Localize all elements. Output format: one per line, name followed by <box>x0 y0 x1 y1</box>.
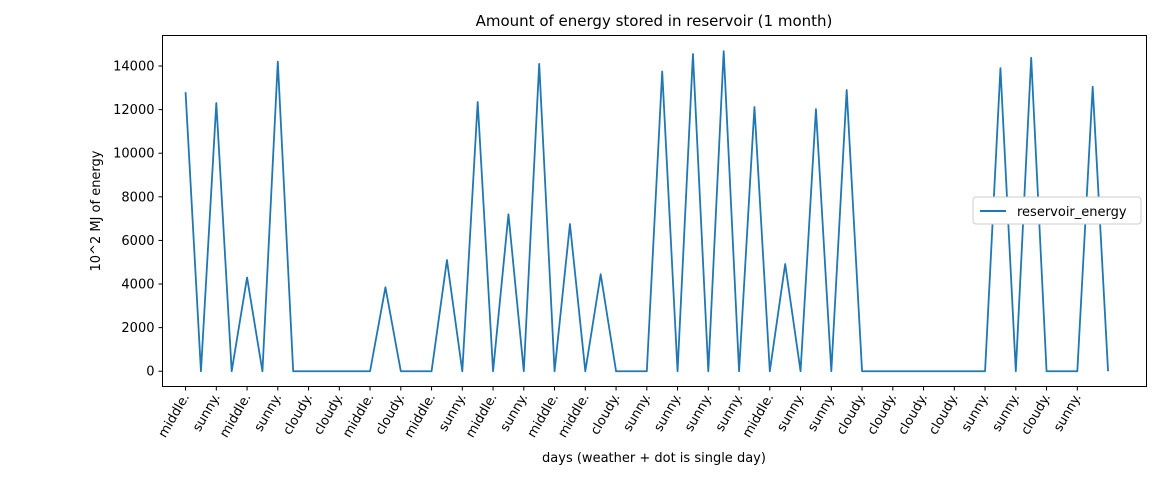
x-tick-label: sunny. <box>498 391 532 434</box>
x-tick-label: sunny. <box>682 391 716 434</box>
x-tick-label: sunny. <box>959 391 993 434</box>
y-tick-label: 6000 <box>121 234 154 249</box>
x-tick-label: sunny. <box>651 391 685 434</box>
x-tick-label: sunny. <box>436 391 470 434</box>
y-tick-label: 0 <box>146 365 154 380</box>
x-tick-label: middle. <box>156 391 193 441</box>
y-tick-label: 8000 <box>121 190 154 205</box>
plot-area-frame <box>162 35 1147 387</box>
x-tick-label: sunny. <box>621 391 655 434</box>
x-tick-label: cloudy. <box>926 391 962 438</box>
y-tick-label: 10000 <box>113 147 154 162</box>
x-tick-label: sunny. <box>805 391 839 434</box>
legend-label: reservoir_energy <box>1017 205 1127 220</box>
x-axis: middle.sunny.middle.sunny.cloudy.cloudy.… <box>156 386 1085 441</box>
x-tick-label: sunny. <box>774 391 808 434</box>
y-tick-label: 2000 <box>121 321 154 336</box>
x-tick-label: sunny. <box>190 391 224 434</box>
y-tick-label: 12000 <box>113 103 154 118</box>
legend-box <box>972 196 1142 225</box>
x-tick-label: sunny. <box>1051 391 1085 434</box>
series-layer <box>184 50 1109 373</box>
y-tick-label: 4000 <box>121 278 154 293</box>
x-tick-label: sunny. <box>713 391 747 434</box>
chart-title: Amount of energy stored in reservoir (1 … <box>476 12 833 30</box>
series-line-reservoir_energy <box>184 50 1109 373</box>
legend: reservoir_energy <box>972 196 1142 225</box>
x-tick-label: sunny. <box>252 391 286 434</box>
x-axis-title: days (weather + dot is single day) <box>542 451 766 466</box>
y-tick-label: 14000 <box>113 60 154 75</box>
x-tick-label: sunny. <box>990 391 1024 434</box>
y-axis: 0 2000 4000 6000 8000 10000 12000 14000 <box>113 60 163 380</box>
x-tick-label: cloudy. <box>588 391 624 438</box>
x-tick-label: cloudy. <box>1018 391 1054 438</box>
y-axis-title: 10^2 MJ of energy <box>89 150 104 271</box>
